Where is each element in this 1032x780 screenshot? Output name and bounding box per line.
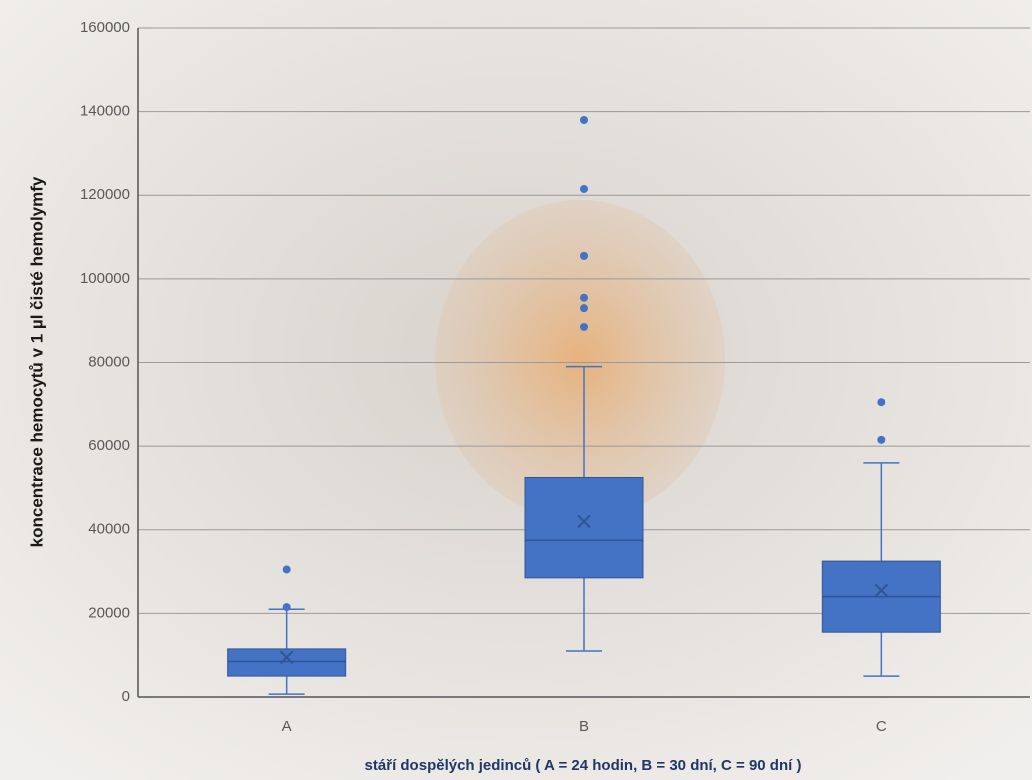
box [228,649,346,676]
box [525,477,643,577]
y-tick-label: 160000 [80,19,130,36]
x-tick-label: B [579,718,589,735]
y-tick-label: 80000 [88,353,130,370]
y-tick-label: 20000 [88,604,130,621]
y-axis-label: koncentrace hemocytů v 1 µl čisté hemoly… [27,176,46,547]
outlier [283,565,291,573]
outlier [283,603,291,611]
y-tick-label: 100000 [80,270,130,287]
chart: koncentrace hemocytů v 1 µl čisté hemoly… [0,0,1032,780]
outlier [580,116,588,124]
outlier [580,323,588,331]
y-tick-label: 40000 [88,521,130,538]
x-tick-label: A [282,718,292,735]
y-tick-label: 120000 [80,186,130,203]
y-tick-label: 140000 [80,103,130,120]
y-tick-label: 60000 [88,437,130,454]
outlier [877,398,885,406]
outlier [580,294,588,302]
outlier [580,252,588,260]
outlier [580,185,588,193]
y-tick-label: 0 [122,688,130,705]
x-axis-label: stáří dospělých jedinců ( A = 24 hodin, … [365,757,802,774]
outlier [877,436,885,444]
x-tick-label: C [876,718,887,735]
outlier [580,304,588,312]
background-decoration [435,200,725,520]
